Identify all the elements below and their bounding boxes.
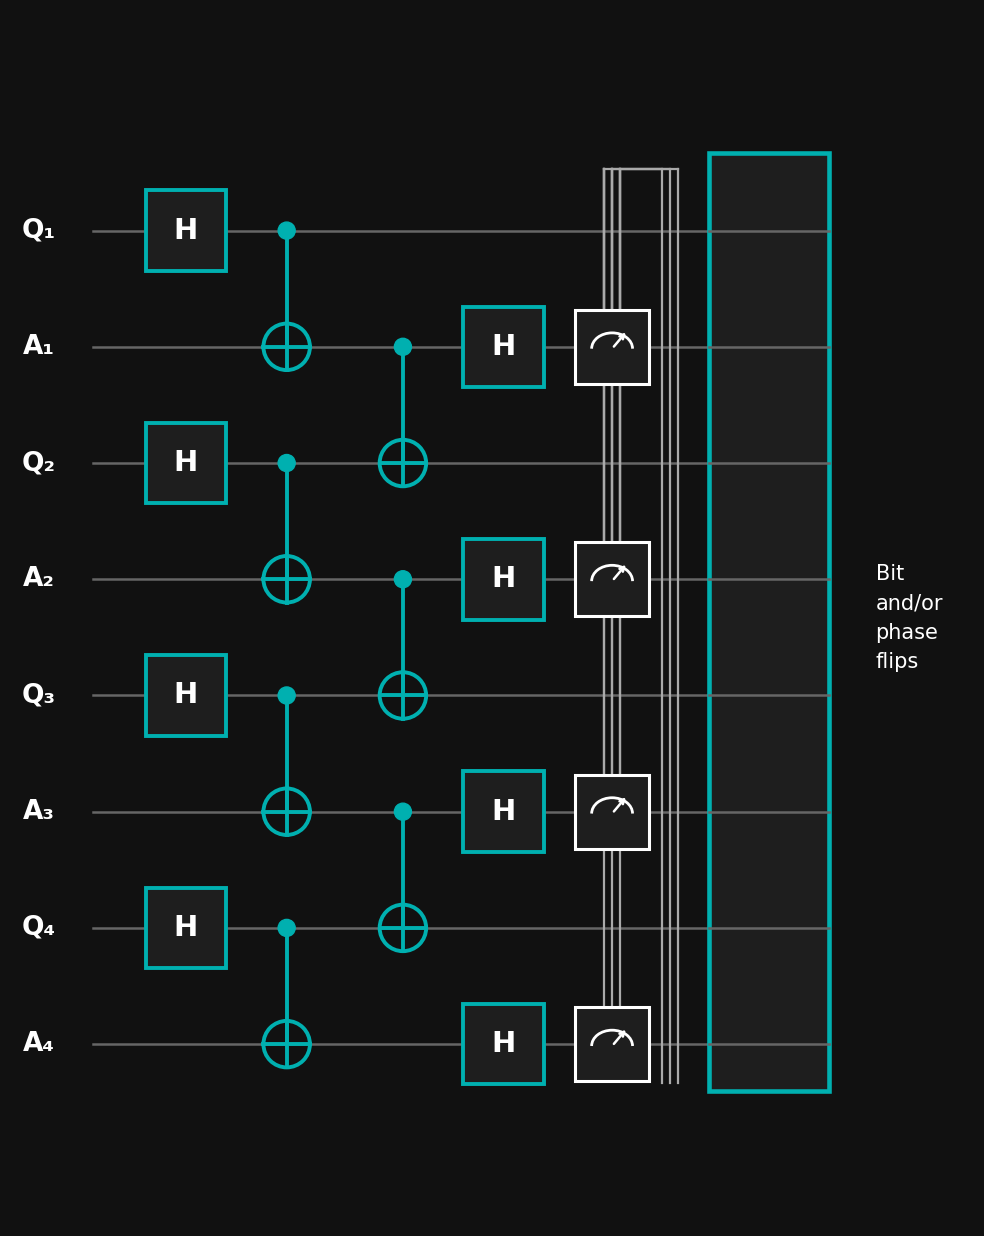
FancyBboxPatch shape (575, 1007, 649, 1082)
FancyBboxPatch shape (463, 1004, 544, 1084)
Text: H: H (491, 565, 516, 593)
Circle shape (278, 455, 295, 472)
Circle shape (395, 803, 411, 821)
Text: H: H (174, 681, 198, 709)
Circle shape (395, 339, 411, 355)
Text: Bit
and/or
phase
flips: Bit and/or phase flips (876, 564, 943, 672)
Text: H: H (174, 216, 198, 245)
Circle shape (278, 222, 295, 239)
Circle shape (278, 687, 295, 705)
Circle shape (278, 920, 295, 937)
FancyBboxPatch shape (463, 771, 544, 852)
Text: H: H (174, 449, 198, 477)
FancyBboxPatch shape (463, 307, 544, 387)
FancyBboxPatch shape (146, 423, 226, 503)
FancyBboxPatch shape (575, 775, 649, 849)
Text: H: H (491, 332, 516, 361)
Text: H: H (174, 913, 198, 942)
Text: A₁: A₁ (23, 334, 55, 360)
Text: Q₁: Q₁ (22, 218, 56, 243)
Text: A₂: A₂ (23, 566, 55, 592)
Circle shape (395, 571, 411, 588)
Text: Q₃: Q₃ (22, 682, 56, 708)
Text: A₄: A₄ (23, 1031, 55, 1057)
Text: A₃: A₃ (23, 798, 55, 824)
FancyBboxPatch shape (575, 543, 649, 617)
Text: Q₄: Q₄ (22, 915, 56, 941)
FancyBboxPatch shape (146, 655, 226, 735)
Text: H: H (491, 797, 516, 826)
FancyBboxPatch shape (463, 539, 544, 619)
FancyBboxPatch shape (146, 887, 226, 968)
FancyBboxPatch shape (146, 190, 226, 271)
Text: Q₂: Q₂ (22, 450, 56, 476)
Text: H: H (491, 1030, 516, 1058)
FancyBboxPatch shape (708, 153, 830, 1090)
FancyBboxPatch shape (575, 310, 649, 384)
